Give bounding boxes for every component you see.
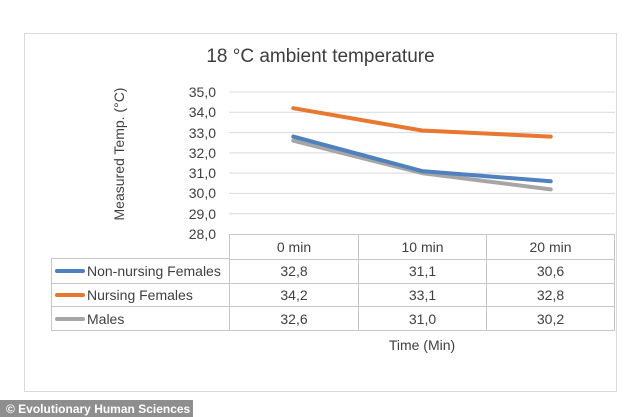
- legend-item: Males: [52, 306, 229, 330]
- y-tick-label: 34,0: [188, 104, 216, 121]
- x-axis-title: Time (Min): [388, 337, 456, 353]
- table-header-cell: 0 min: [276, 238, 312, 255]
- table-cell: 31,1: [358, 258, 486, 283]
- series-line-swatch-icon: [55, 292, 85, 297]
- y-axis-title: Measured Temp. (°C): [111, 87, 127, 221]
- credit-badge: © Evolutionary Human Sciences: [0, 400, 193, 417]
- series-line-swatch-icon: [55, 268, 85, 273]
- chart-frame: 18 °C ambient temperature Measured Temp.…: [24, 33, 617, 392]
- table-cell: 30,6: [486, 258, 614, 283]
- y-tick-label: 35,0: [188, 84, 216, 100]
- series-legend: Non-nursing Females Nursing Females Male…: [51, 258, 229, 331]
- y-tick-label: 28,0: [188, 226, 216, 242]
- table-cell: 31,0: [358, 306, 486, 330]
- table-cell: 34,2: [230, 282, 358, 307]
- credit-text: © Evolutionary Human Sciences: [6, 401, 191, 416]
- table-cell: 32,8: [230, 258, 358, 283]
- y-tick-label: 31,0: [188, 165, 216, 182]
- series-label: Nursing Females: [87, 286, 193, 303]
- table-cell: 32,6: [230, 306, 358, 330]
- legend-item: Nursing Females: [52, 282, 229, 307]
- table-cell: 32,8: [486, 282, 614, 307]
- y-tick-label: 33,0: [188, 124, 216, 141]
- plot-area: [229, 91, 615, 215]
- y-tick-label: 32,0: [188, 144, 216, 161]
- table-header-cell: 10 min: [358, 235, 486, 259]
- data-table: 0 min 10 min 20 min 32,8 31,1 30,6 34,2 …: [229, 234, 615, 331]
- chart-title: 18 °C ambient temperature: [206, 46, 435, 67]
- table-cell: 30,2: [486, 306, 614, 330]
- table-header-cell: 20 min: [486, 235, 614, 259]
- table-cell: 33,1: [358, 282, 486, 307]
- series-line-swatch-icon: [55, 316, 85, 321]
- legend-item: Non-nursing Females: [52, 259, 229, 283]
- y-tick-label: 30,0: [188, 185, 216, 202]
- series-label: Males: [87, 310, 125, 327]
- series-label: Non-nursing Females: [87, 262, 221, 279]
- y-tick-label: 29,0: [188, 205, 216, 222]
